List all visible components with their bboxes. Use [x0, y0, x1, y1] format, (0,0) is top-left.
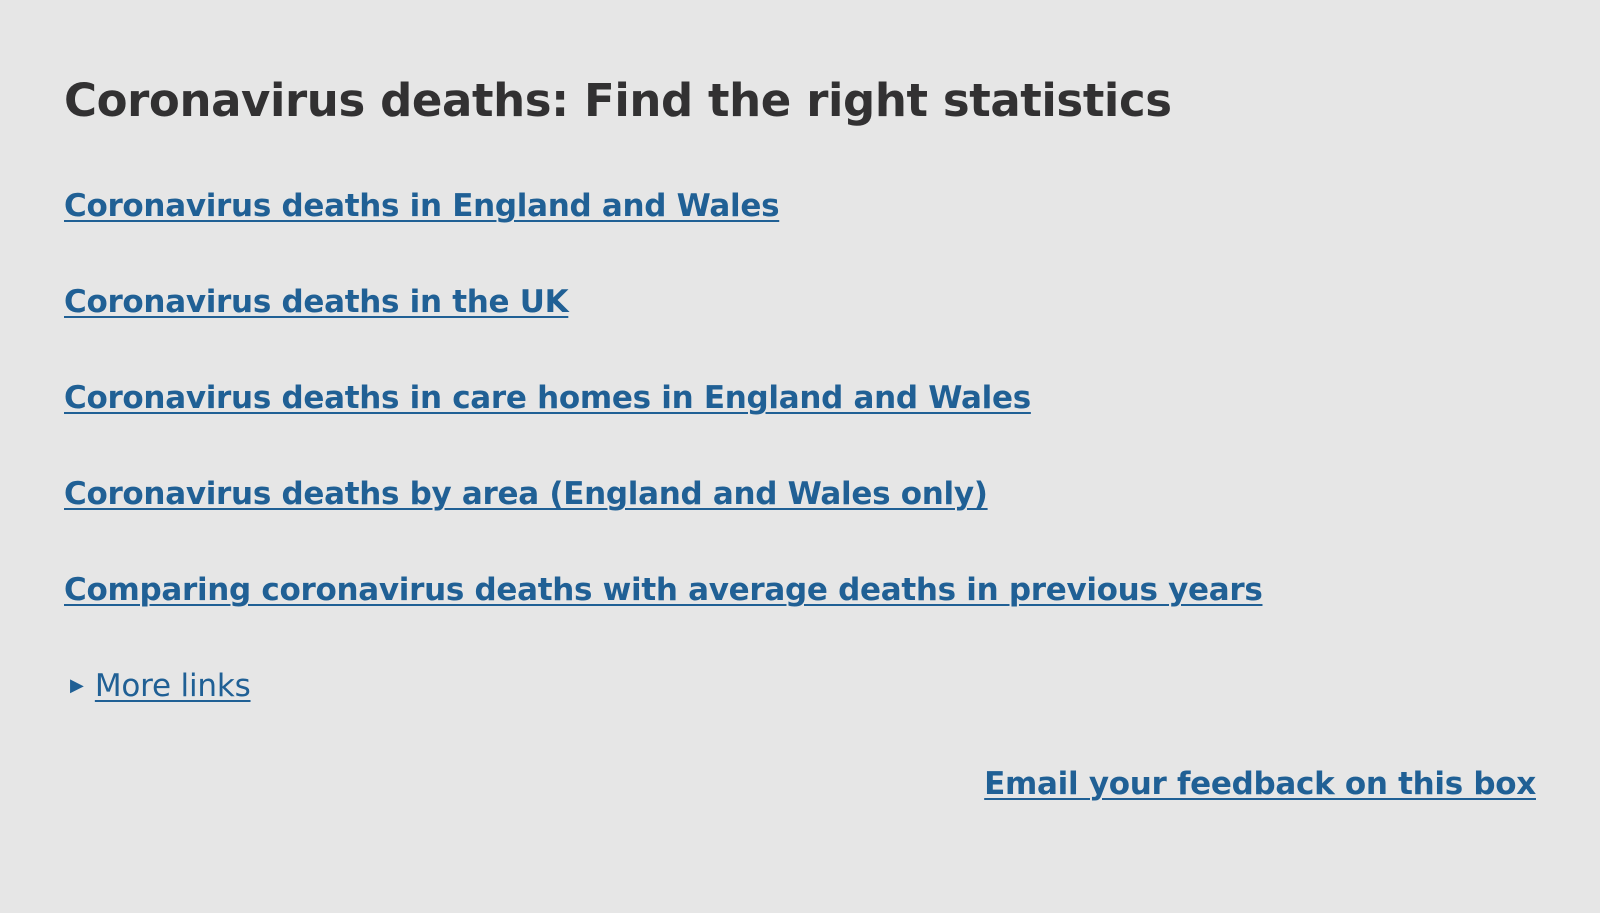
list-item: Coronavirus deaths in the UK: [64, 284, 1262, 380]
triangle-right-icon: ▶: [70, 674, 84, 696]
list-item: Coronavirus deaths in England and Wales: [64, 188, 1262, 284]
statistics-links-list: Coronavirus deaths in England and Wales …: [64, 188, 1263, 668]
list-item: Coronavirus deaths in care homes in Engl…: [64, 380, 1262, 476]
list-item: Comparing coronavirus deaths with averag…: [64, 572, 1263, 668]
email-feedback-link[interactable]: Email your feedback on this box: [984, 766, 1536, 802]
link-deaths-care-homes[interactable]: Coronavirus deaths in care homes in Engl…: [64, 380, 1031, 416]
link-deaths-uk[interactable]: Coronavirus deaths in the UK: [64, 284, 569, 320]
page-title: Coronavirus deaths: Find the right stati…: [64, 74, 1172, 127]
more-links-label: More links: [94, 668, 251, 704]
more-links-toggle[interactable]: ▶ More links: [70, 668, 251, 704]
list-item: Coronavirus deaths by area (England and …: [64, 476, 1262, 572]
link-comparing-average-deaths[interactable]: Comparing coronavirus deaths with averag…: [64, 572, 1263, 608]
link-deaths-by-area[interactable]: Coronavirus deaths by area (England and …: [64, 476, 988, 512]
link-deaths-england-wales[interactable]: Coronavirus deaths in England and Wales: [64, 188, 780, 224]
